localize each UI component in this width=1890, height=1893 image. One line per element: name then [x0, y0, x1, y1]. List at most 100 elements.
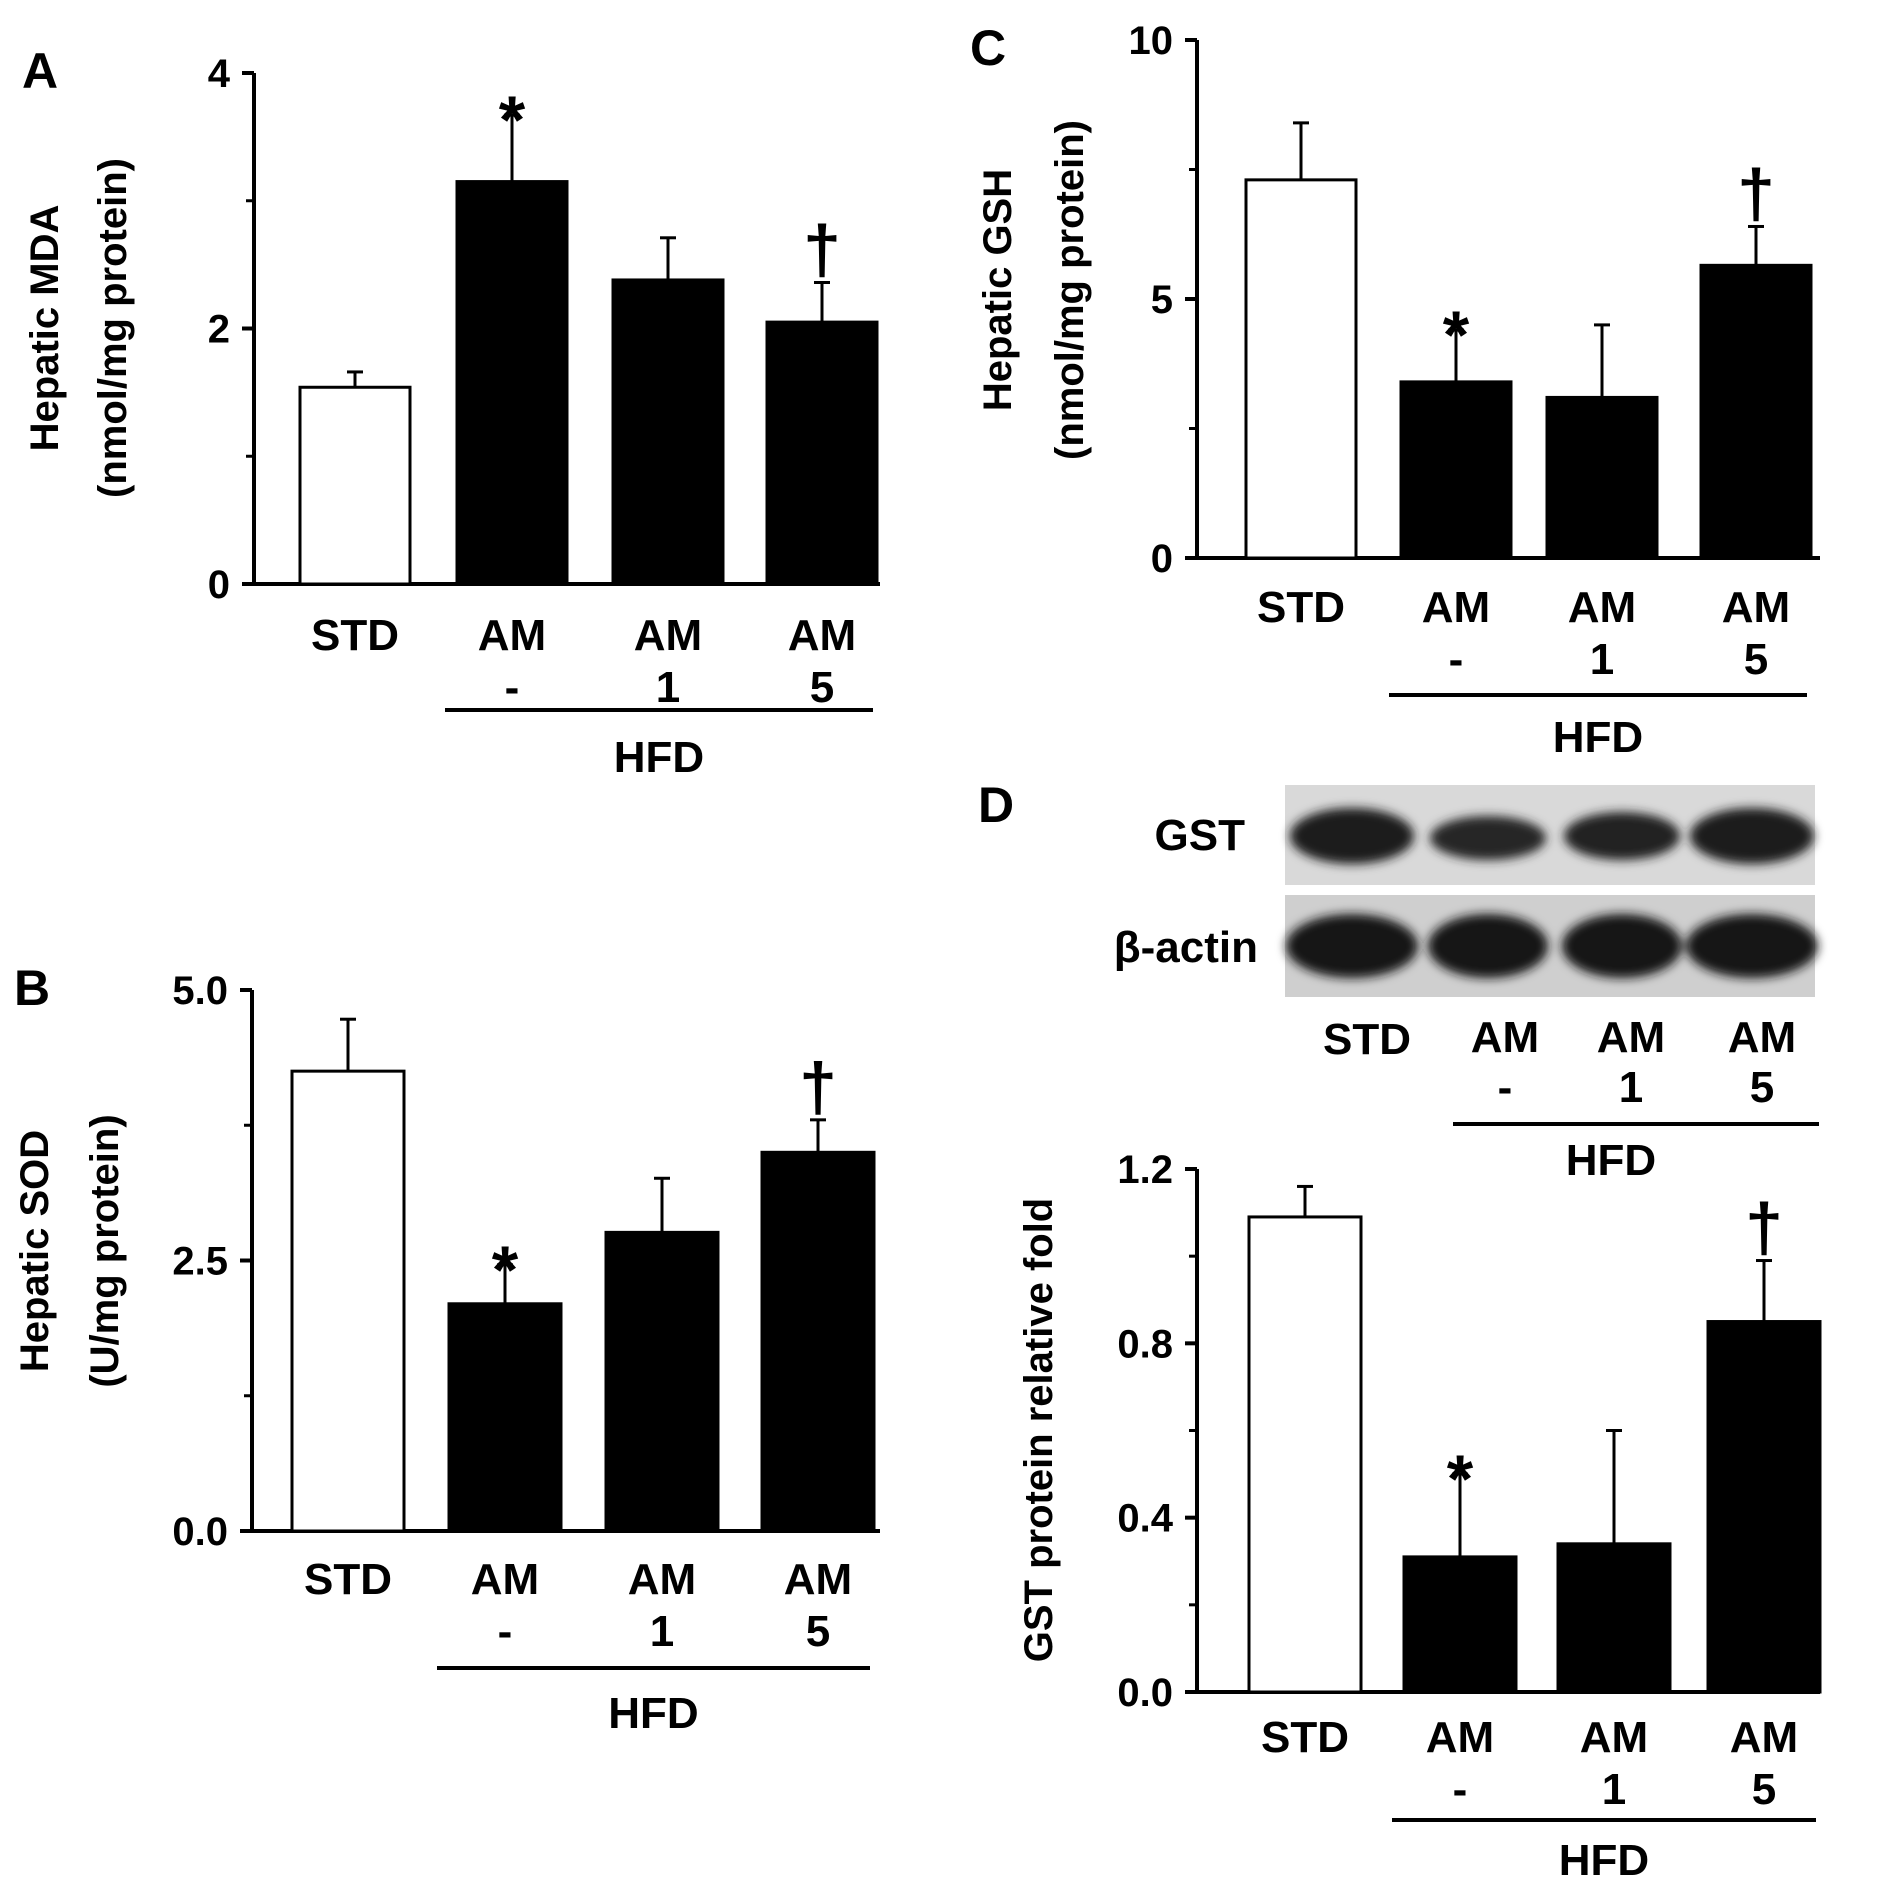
group-label: HFD: [1553, 713, 1643, 762]
significance-star: *: [492, 1232, 519, 1308]
blot-lane-label: AM: [1471, 1013, 1539, 1062]
bar: [1399, 380, 1513, 560]
x-tick-label: STD: [1257, 583, 1345, 632]
x-tick-label: STD: [1261, 1713, 1349, 1762]
x-tick-label: -: [505, 663, 520, 712]
blot-band-actin-std: [1286, 914, 1418, 978]
blot-lane-label: STD: [1323, 1015, 1411, 1064]
bar: [447, 1302, 563, 1533]
panel-d-letter: D: [978, 777, 1014, 833]
bar: [604, 1230, 720, 1533]
y-tick-label: 0.0: [1117, 1671, 1173, 1715]
x-tick-label: AM: [1568, 583, 1636, 632]
blot-band-actin-am1: [1562, 914, 1682, 978]
x-tick-label: AM: [1580, 1713, 1648, 1762]
y-axis-label: Hepatic SOD: [13, 1130, 57, 1372]
bar: [298, 385, 412, 586]
y-axis-label: (nmol/mg protein): [1048, 120, 1092, 460]
y-tick-label: 5.0: [172, 969, 228, 1013]
x-tick-label: 1: [1602, 1765, 1626, 1814]
bar: [1556, 1542, 1672, 1694]
blot-lane-label: -: [1498, 1063, 1513, 1112]
blot-band-gst-am5: [1690, 808, 1814, 864]
x-tick-label: STD: [311, 611, 399, 660]
y-tick-label: 0: [1151, 537, 1173, 581]
blot-lane-label: 1: [1619, 1063, 1643, 1112]
x-tick-label: 5: [1752, 1765, 1776, 1814]
panel-a: A 0 2 4 Hepatic MDA (nmol/mg protein) * † STD AM…: [22, 43, 880, 782]
blot-band-gst-std: [1290, 808, 1414, 864]
x-tick-label: 1: [650, 1607, 674, 1656]
bar: [760, 1150, 876, 1533]
x-tick-label: AM: [1730, 1713, 1798, 1762]
y-tick-label: 5: [1151, 278, 1173, 322]
blot-bands-actin: [1286, 914, 1818, 978]
bar: [1247, 1215, 1363, 1694]
blot-lane-label: AM: [1597, 1013, 1665, 1062]
bar: [290, 1069, 406, 1533]
panel-a-letter: A: [22, 43, 58, 99]
x-tick-label: -: [498, 1607, 513, 1656]
blot-lane-label: AM: [1728, 1013, 1796, 1062]
x-tick-label: AM: [784, 1555, 852, 1604]
x-tick-label: AM: [1426, 1713, 1494, 1762]
y-tick-label: 10: [1129, 19, 1174, 63]
bar: [1706, 1320, 1822, 1694]
group-label: HFD: [614, 733, 704, 782]
blot-band-actin-am5: [1686, 914, 1818, 978]
y-axis-label: GST protein relative fold: [1017, 1198, 1061, 1663]
significance-star: *: [499, 82, 526, 158]
x-tick-label: AM: [1422, 583, 1490, 632]
panel-d-chart: 0.0 0.4 0.8 1.2 GST protein relative fold * † S…: [1017, 1148, 1822, 1885]
bar: [1699, 263, 1813, 560]
bar: [455, 180, 569, 586]
significance-dagger: †: [1745, 1190, 1783, 1266]
panel-c-letter: C: [970, 20, 1006, 76]
y-tick-label: 0.4: [1117, 1497, 1173, 1541]
x-tick-label: 5: [1744, 635, 1768, 684]
bar: [1545, 395, 1659, 560]
y-tick-label: 0.0: [172, 1510, 228, 1554]
blot-row-label-gst: GST: [1155, 811, 1246, 860]
bar: [765, 320, 879, 586]
y-tick-label: 2.5: [172, 1240, 228, 1284]
y-axis-label: Hepatic GSH: [976, 169, 1020, 411]
western-blot: GST β-actin STD AM - AM 1 AM 5: [1114, 785, 1819, 1185]
x-tick-label: -: [1449, 635, 1464, 684]
panel-b-chart: 0.0 2.5 5.0 Hepatic SOD (U/mg protein) * † STD A…: [13, 969, 880, 1738]
y-tick-label: 2: [208, 308, 230, 352]
blot-group-label: HFD: [1566, 1136, 1656, 1185]
x-tick-label: AM: [1722, 583, 1790, 632]
panel-c: C 0 5 10 Hepatic GSH (nmol/mg protein) * † STD A…: [970, 19, 1820, 762]
y-tick-label: 0.8: [1117, 1322, 1173, 1366]
x-tick-label: AM: [788, 611, 856, 660]
x-tick-label: AM: [471, 1555, 539, 1604]
significance-star: *: [1447, 1441, 1474, 1517]
bar: [1244, 178, 1358, 560]
group-label: HFD: [1559, 1836, 1649, 1885]
x-tick-label: AM: [628, 1555, 696, 1604]
x-tick-label: 1: [1590, 635, 1614, 684]
y-axis-label: (U/mg protein): [83, 1114, 127, 1387]
x-tick-label: -: [1453, 1765, 1468, 1814]
significance-dagger: †: [803, 212, 841, 288]
panel-d: D GST β-actin STD AM - AM 1 A: [978, 777, 1822, 1885]
blot-bands-gst: [1290, 808, 1814, 864]
blot-band-actin-am: [1428, 914, 1548, 978]
x-tick-label: AM: [634, 611, 702, 660]
x-tick-label: 5: [810, 663, 834, 712]
x-tick-label: STD: [304, 1555, 392, 1604]
y-tick-label: 4: [208, 52, 231, 96]
x-tick-label: AM: [478, 611, 546, 660]
blot-band-gst-am: [1430, 816, 1546, 860]
panel-b: B 0.0 2.5 5.0 Hepatic SOD (U/mg protein) * † ST…: [13, 960, 880, 1738]
blot-lane-label: 5: [1750, 1063, 1774, 1112]
y-axis-label: Hepatic MDA: [23, 205, 67, 452]
y-axis-label: (nmol/mg protein): [91, 158, 135, 498]
bar: [1402, 1555, 1518, 1694]
panel-b-letter: B: [14, 960, 50, 1016]
blot-band-gst-am1: [1564, 812, 1680, 860]
significance-dagger: †: [1737, 155, 1775, 231]
